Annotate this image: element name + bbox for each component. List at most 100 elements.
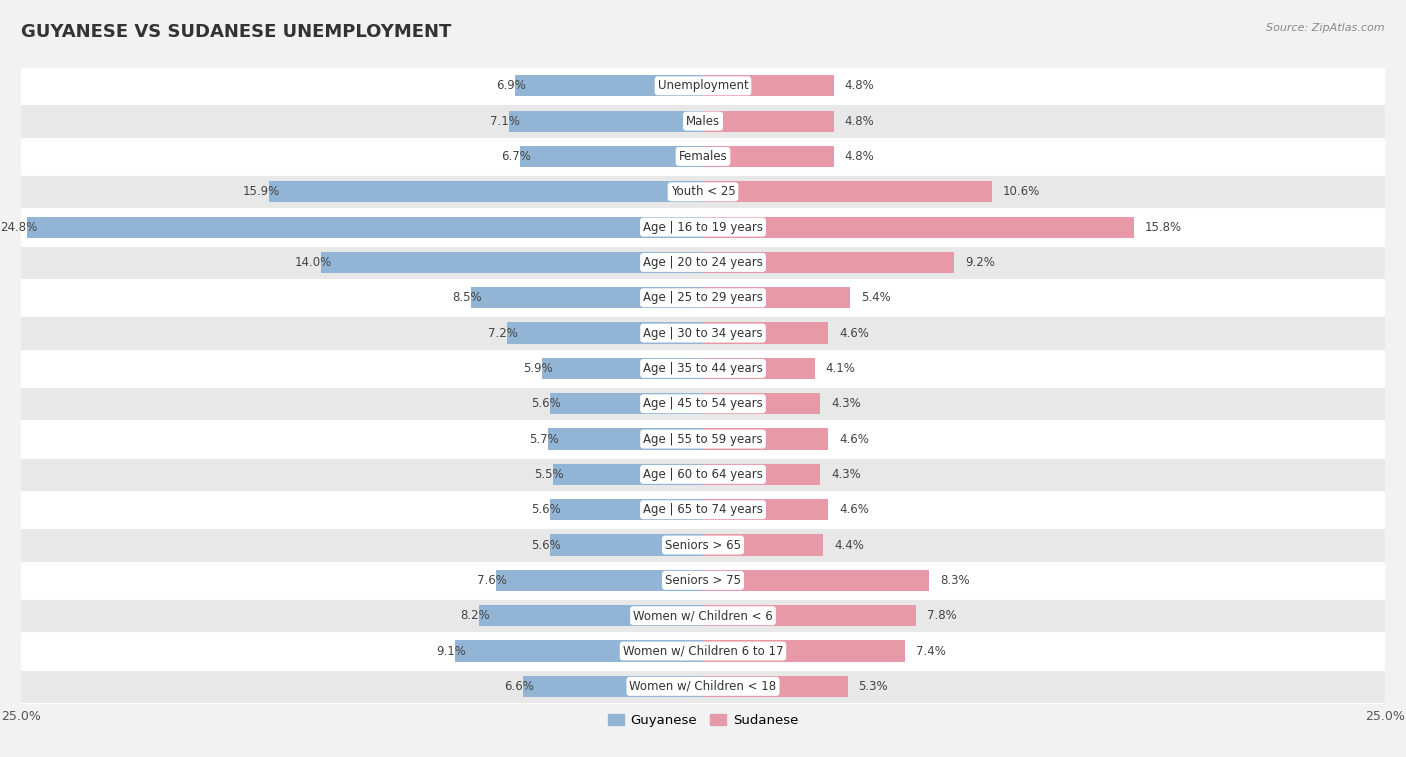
Bar <box>703 181 993 202</box>
Text: 8.3%: 8.3% <box>941 574 970 587</box>
Bar <box>509 111 703 132</box>
Text: Age | 45 to 54 years: Age | 45 to 54 years <box>643 397 763 410</box>
Text: 4.3%: 4.3% <box>831 468 860 481</box>
Text: 7.8%: 7.8% <box>927 609 956 622</box>
Bar <box>703 322 828 344</box>
Bar <box>703 252 953 273</box>
Bar <box>471 287 703 308</box>
Text: Age | 30 to 34 years: Age | 30 to 34 years <box>643 326 763 340</box>
Text: Women w/ Children < 18: Women w/ Children < 18 <box>630 680 776 693</box>
Text: 10.6%: 10.6% <box>1002 185 1040 198</box>
Text: Males: Males <box>686 114 720 128</box>
Text: 5.7%: 5.7% <box>529 432 558 446</box>
Bar <box>0 174 1406 210</box>
Legend: Guyanese, Sudanese: Guyanese, Sudanese <box>603 709 803 732</box>
Bar <box>27 217 703 238</box>
Text: 4.8%: 4.8% <box>845 150 875 163</box>
Text: Age | 55 to 59 years: Age | 55 to 59 years <box>643 432 763 446</box>
Text: Age | 60 to 64 years: Age | 60 to 64 years <box>643 468 763 481</box>
Bar <box>0 528 1406 562</box>
Bar <box>550 393 703 414</box>
Bar <box>703 570 929 591</box>
Bar <box>0 634 1406 668</box>
Text: 4.3%: 4.3% <box>831 397 860 410</box>
Text: 4.8%: 4.8% <box>845 114 875 128</box>
Text: Unemployment: Unemployment <box>658 79 748 92</box>
Bar <box>0 139 1406 174</box>
Text: 7.1%: 7.1% <box>491 114 520 128</box>
Bar <box>703 428 828 450</box>
Bar <box>703 111 834 132</box>
Text: 15.8%: 15.8% <box>1144 220 1182 234</box>
Bar <box>0 456 1406 492</box>
Text: 15.9%: 15.9% <box>243 185 280 198</box>
Text: Age | 35 to 44 years: Age | 35 to 44 years <box>643 362 763 375</box>
Bar <box>0 422 1406 456</box>
Text: 5.9%: 5.9% <box>523 362 553 375</box>
Text: 6.6%: 6.6% <box>503 680 534 693</box>
Bar <box>506 322 703 344</box>
Text: Age | 16 to 19 years: Age | 16 to 19 years <box>643 220 763 234</box>
Bar <box>523 676 703 697</box>
Bar <box>0 104 1406 139</box>
Bar <box>703 217 1135 238</box>
Text: 5.6%: 5.6% <box>531 538 561 552</box>
Text: 5.5%: 5.5% <box>534 468 564 481</box>
Bar <box>703 146 834 167</box>
Text: Women w/ Children < 6: Women w/ Children < 6 <box>633 609 773 622</box>
Text: 4.6%: 4.6% <box>839 503 869 516</box>
Text: 8.5%: 8.5% <box>453 291 482 304</box>
Text: 24.8%: 24.8% <box>0 220 38 234</box>
Text: Seniors > 75: Seniors > 75 <box>665 574 741 587</box>
Bar <box>496 570 703 591</box>
Text: Age | 65 to 74 years: Age | 65 to 74 years <box>643 503 763 516</box>
Bar <box>703 499 828 520</box>
Bar <box>550 499 703 520</box>
Bar <box>703 75 834 96</box>
Bar <box>0 386 1406 422</box>
Bar <box>515 75 703 96</box>
Text: Women w/ Children 6 to 17: Women w/ Children 6 to 17 <box>623 644 783 658</box>
Bar <box>703 676 848 697</box>
Bar <box>550 534 703 556</box>
Bar <box>0 280 1406 316</box>
Text: Seniors > 65: Seniors > 65 <box>665 538 741 552</box>
Text: 6.7%: 6.7% <box>502 150 531 163</box>
Text: 4.8%: 4.8% <box>845 79 875 92</box>
Bar <box>270 181 703 202</box>
Bar <box>0 68 1406 104</box>
Text: 5.6%: 5.6% <box>531 397 561 410</box>
Bar <box>703 358 815 379</box>
Bar <box>0 598 1406 634</box>
Bar <box>0 492 1406 528</box>
Bar <box>479 605 703 626</box>
Text: 4.6%: 4.6% <box>839 326 869 340</box>
Text: 4.6%: 4.6% <box>839 432 869 446</box>
Bar <box>0 350 1406 386</box>
Text: 6.9%: 6.9% <box>496 79 526 92</box>
Bar <box>454 640 703 662</box>
Bar <box>321 252 703 273</box>
Bar <box>703 393 820 414</box>
Text: Females: Females <box>679 150 727 163</box>
Bar <box>0 316 1406 350</box>
Bar <box>520 146 703 167</box>
Bar <box>543 358 703 379</box>
Bar <box>703 534 823 556</box>
Text: 5.3%: 5.3% <box>859 680 889 693</box>
Bar <box>703 640 905 662</box>
Text: 5.6%: 5.6% <box>531 503 561 516</box>
Text: Youth < 25: Youth < 25 <box>671 185 735 198</box>
Bar <box>547 428 703 450</box>
Text: 7.4%: 7.4% <box>915 644 946 658</box>
Text: 9.2%: 9.2% <box>965 256 994 269</box>
Text: 8.2%: 8.2% <box>461 609 491 622</box>
Text: 9.1%: 9.1% <box>436 644 465 658</box>
Text: Source: ZipAtlas.com: Source: ZipAtlas.com <box>1267 23 1385 33</box>
Text: 4.1%: 4.1% <box>825 362 856 375</box>
Bar <box>0 562 1406 598</box>
Text: 7.6%: 7.6% <box>477 574 506 587</box>
Bar <box>0 245 1406 280</box>
Bar <box>553 464 703 485</box>
Text: 4.4%: 4.4% <box>834 538 863 552</box>
